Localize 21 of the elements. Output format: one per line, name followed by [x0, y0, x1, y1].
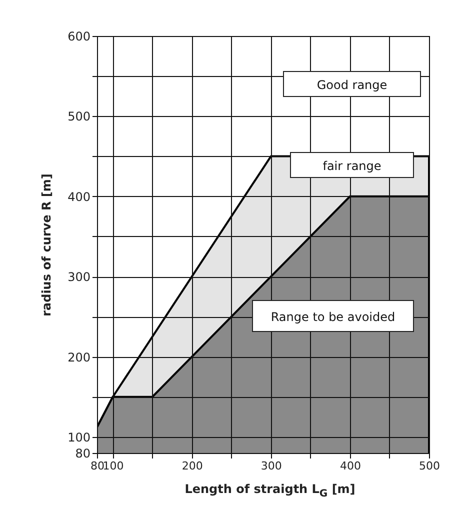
x-tick-label: 300	[260, 460, 282, 472]
y-tick-label: 100	[68, 430, 90, 444]
y-tick-label: 600	[68, 30, 90, 44]
x-tick-label: 400	[340, 460, 361, 472]
label-box: Range to be avoided	[252, 300, 414, 332]
x-tick-label: 80	[90, 460, 104, 472]
label-box: Good range	[283, 71, 421, 97]
y-tick-label: 200	[68, 350, 90, 364]
label-box: fair range	[290, 152, 414, 178]
x-axis-title: Length of straigth L$_{G}$ [m]	[184, 482, 356, 500]
y-tick-label: 300	[68, 270, 90, 284]
y-tick-label: 80	[75, 446, 90, 460]
x-tick-label: 500	[419, 460, 440, 472]
y-tick-label: 500	[68, 110, 90, 124]
y-axis-title: radius of curve R [m]	[40, 174, 54, 316]
annotation: fair range	[322, 159, 382, 173]
y-tick-label: 400	[68, 190, 90, 204]
annotation: Good range	[316, 78, 388, 92]
x-tick-label: 100	[102, 460, 124, 472]
annotation: Range to be avoided	[270, 310, 396, 324]
x-tick-label: 200	[182, 460, 203, 472]
